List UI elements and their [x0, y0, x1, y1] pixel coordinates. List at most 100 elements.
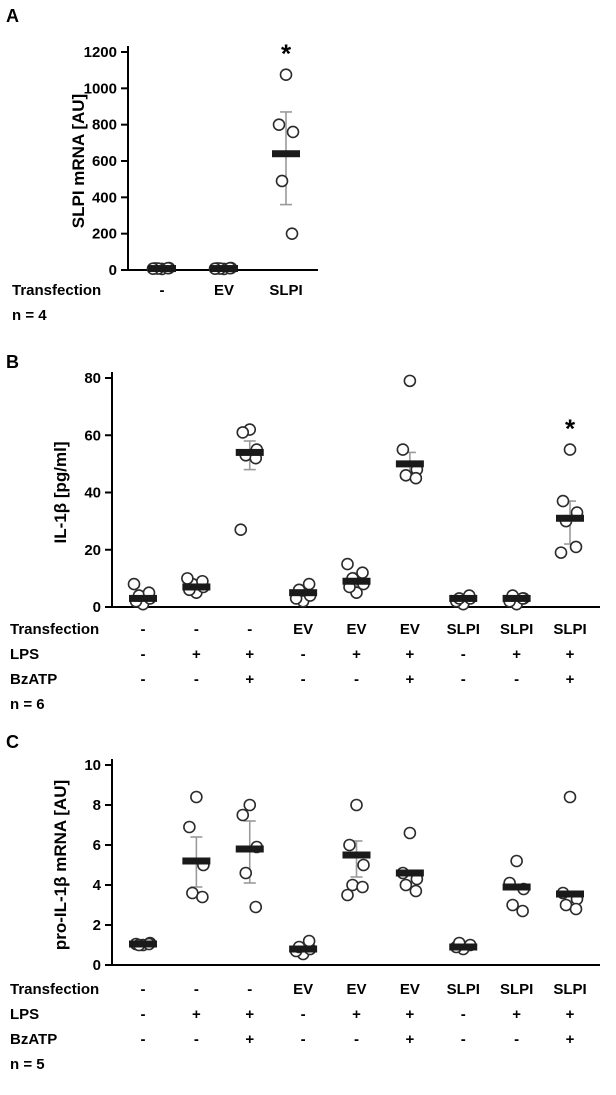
- y-tick-label: 400: [92, 189, 117, 206]
- row-value: -: [301, 671, 306, 688]
- data-point: [341, 557, 354, 571]
- n-label: n = 6: [10, 696, 45, 713]
- data-point: [563, 790, 577, 804]
- y-tick-label: 2: [93, 917, 101, 934]
- y-tick-label: 200: [92, 226, 117, 243]
- y-axis-label: pro-IL-1β mRNA [AU]: [51, 780, 70, 950]
- y-tick-label: 1200: [84, 44, 117, 61]
- data-point: [239, 866, 253, 880]
- panel-b-letter: B: [6, 352, 19, 372]
- row-value: +: [512, 1006, 521, 1023]
- row-value: -: [301, 1006, 306, 1023]
- median-bar: [129, 594, 157, 602]
- y-tick-label: 80: [84, 370, 101, 387]
- row-name: Transfection: [10, 981, 99, 998]
- row-value: -: [141, 646, 146, 663]
- significance-asterisk: *: [281, 39, 292, 69]
- panel-c-chart: 0 2 4 6 8 10 pro-IL-1β mRNA [AU] Transfection - -…: [10, 757, 600, 1073]
- row-value: -: [461, 1006, 466, 1023]
- median-bar: [502, 594, 531, 602]
- row-value: SLPI: [447, 981, 480, 998]
- row-value: -: [514, 671, 519, 688]
- y-tick-label: 60: [84, 427, 101, 444]
- data-point: [356, 880, 369, 894]
- row-value: +: [566, 1006, 575, 1023]
- row-value: +: [566, 671, 575, 688]
- data-point: [243, 798, 257, 812]
- row-value: -: [247, 981, 252, 998]
- row-name: Transfection: [12, 282, 101, 299]
- row-value: SLPI: [500, 981, 533, 998]
- data-point: [236, 808, 250, 822]
- n-label: n = 4: [12, 307, 47, 324]
- row-value: EV: [346, 621, 366, 638]
- row-value: EV: [214, 282, 234, 299]
- row-name: BzATP: [10, 671, 57, 688]
- row-value: EV: [346, 981, 366, 998]
- data-point: [569, 902, 583, 916]
- data-point: [356, 566, 369, 579]
- data-point: [554, 546, 568, 559]
- data-point: [403, 374, 417, 388]
- row-value: -: [247, 621, 252, 638]
- row-value: -: [141, 1031, 146, 1048]
- y-tick-label: 800: [92, 117, 117, 134]
- row-value: +: [245, 1006, 254, 1023]
- median-bar: [556, 890, 584, 898]
- row-value: +: [566, 1031, 575, 1048]
- panel-b-chart: 0 20 40 60 80 IL-1β [pg/ml] * Transfection - - - EV…: [10, 370, 600, 713]
- panel-a-letter: A: [6, 6, 19, 26]
- median-bar: [272, 150, 300, 158]
- row-value: -: [141, 1006, 146, 1023]
- row-value: +: [192, 646, 201, 663]
- y-tick-label: 0: [93, 957, 101, 974]
- data-point: [190, 790, 203, 804]
- y-tick-label: 20: [84, 542, 101, 559]
- panel-c-letter: C: [6, 732, 19, 752]
- row-value: +: [352, 646, 361, 663]
- data-point: [563, 443, 577, 456]
- row-value: -: [461, 646, 466, 663]
- row-value: +: [405, 1031, 414, 1048]
- row-value: -: [194, 981, 199, 998]
- median-bar: [235, 845, 264, 853]
- median-bar: [502, 883, 531, 891]
- row-value: -: [160, 282, 165, 299]
- data-point: [396, 443, 410, 456]
- row-value: SLPI: [553, 621, 586, 638]
- data-point: [196, 890, 209, 904]
- data-point: [302, 577, 316, 591]
- row-value: -: [194, 671, 199, 688]
- row-value: +: [245, 646, 254, 663]
- panel-a-chart: 0 200 400 600 800 1000 1200 SLPI mRNA [AU] * Tran…: [12, 39, 318, 324]
- row-value: -: [461, 671, 466, 688]
- row-value: SLPI: [500, 621, 533, 638]
- data-point: [236, 426, 250, 439]
- row-value: SLPI: [447, 621, 480, 638]
- data-point: [272, 118, 286, 131]
- row-value: -: [301, 1031, 306, 1048]
- row-value: -: [514, 1031, 519, 1048]
- row-value: +: [512, 646, 521, 663]
- median-bar: [395, 460, 424, 468]
- median-bar: [342, 851, 371, 859]
- row-value: +: [245, 1031, 254, 1048]
- data-point: [357, 858, 370, 872]
- row-value: -: [194, 1031, 199, 1048]
- median-bar: [449, 943, 478, 951]
- median-bar: [182, 583, 211, 591]
- data-point: [409, 471, 423, 485]
- data-point: [302, 934, 316, 948]
- data-point: [249, 900, 263, 914]
- median-bar: [395, 869, 424, 877]
- median-bar: [182, 857, 211, 865]
- data-point: [569, 540, 583, 554]
- data-point: [127, 577, 141, 591]
- y-axis-label: IL-1β [pg/ml]: [51, 442, 70, 544]
- row-value: -: [141, 671, 146, 688]
- median-bar: [289, 589, 318, 597]
- median-bar: [129, 940, 157, 948]
- row-value: EV: [400, 621, 420, 638]
- row-value: +: [405, 646, 414, 663]
